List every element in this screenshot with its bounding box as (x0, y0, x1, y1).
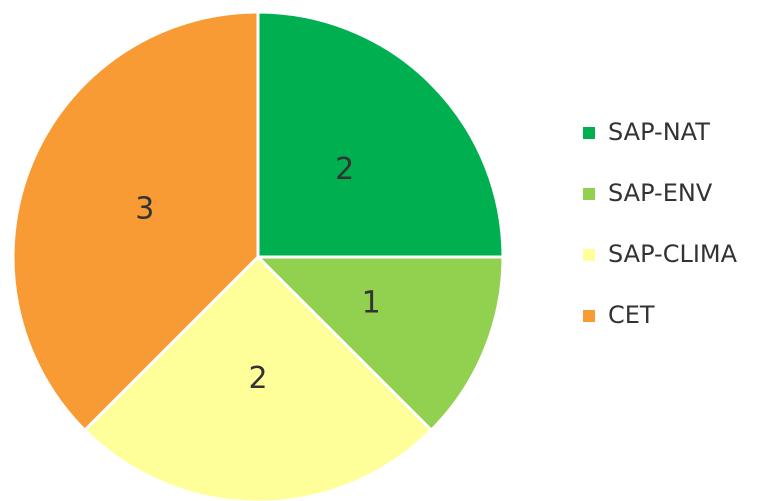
slice-label: 1 (362, 285, 381, 320)
pie-slice (256, 10, 505, 259)
legend-label: SAP-NAT (608, 118, 710, 146)
legend-label: CET (608, 301, 655, 329)
slice-label: 3 (135, 192, 154, 227)
legend-label: SAP-ENV (608, 179, 713, 207)
pie-slice (82, 254, 434, 501)
legend-swatch (583, 188, 595, 200)
legend-label: SAP-CLIMA (608, 240, 738, 268)
pie-slice (254, 255, 505, 433)
legend-swatch (583, 249, 595, 261)
slice-label: 2 (335, 152, 354, 187)
legend-swatch (583, 310, 595, 322)
slice-label: 2 (248, 361, 267, 396)
pie-slice (11, 10, 260, 433)
legend-swatch (583, 127, 595, 139)
